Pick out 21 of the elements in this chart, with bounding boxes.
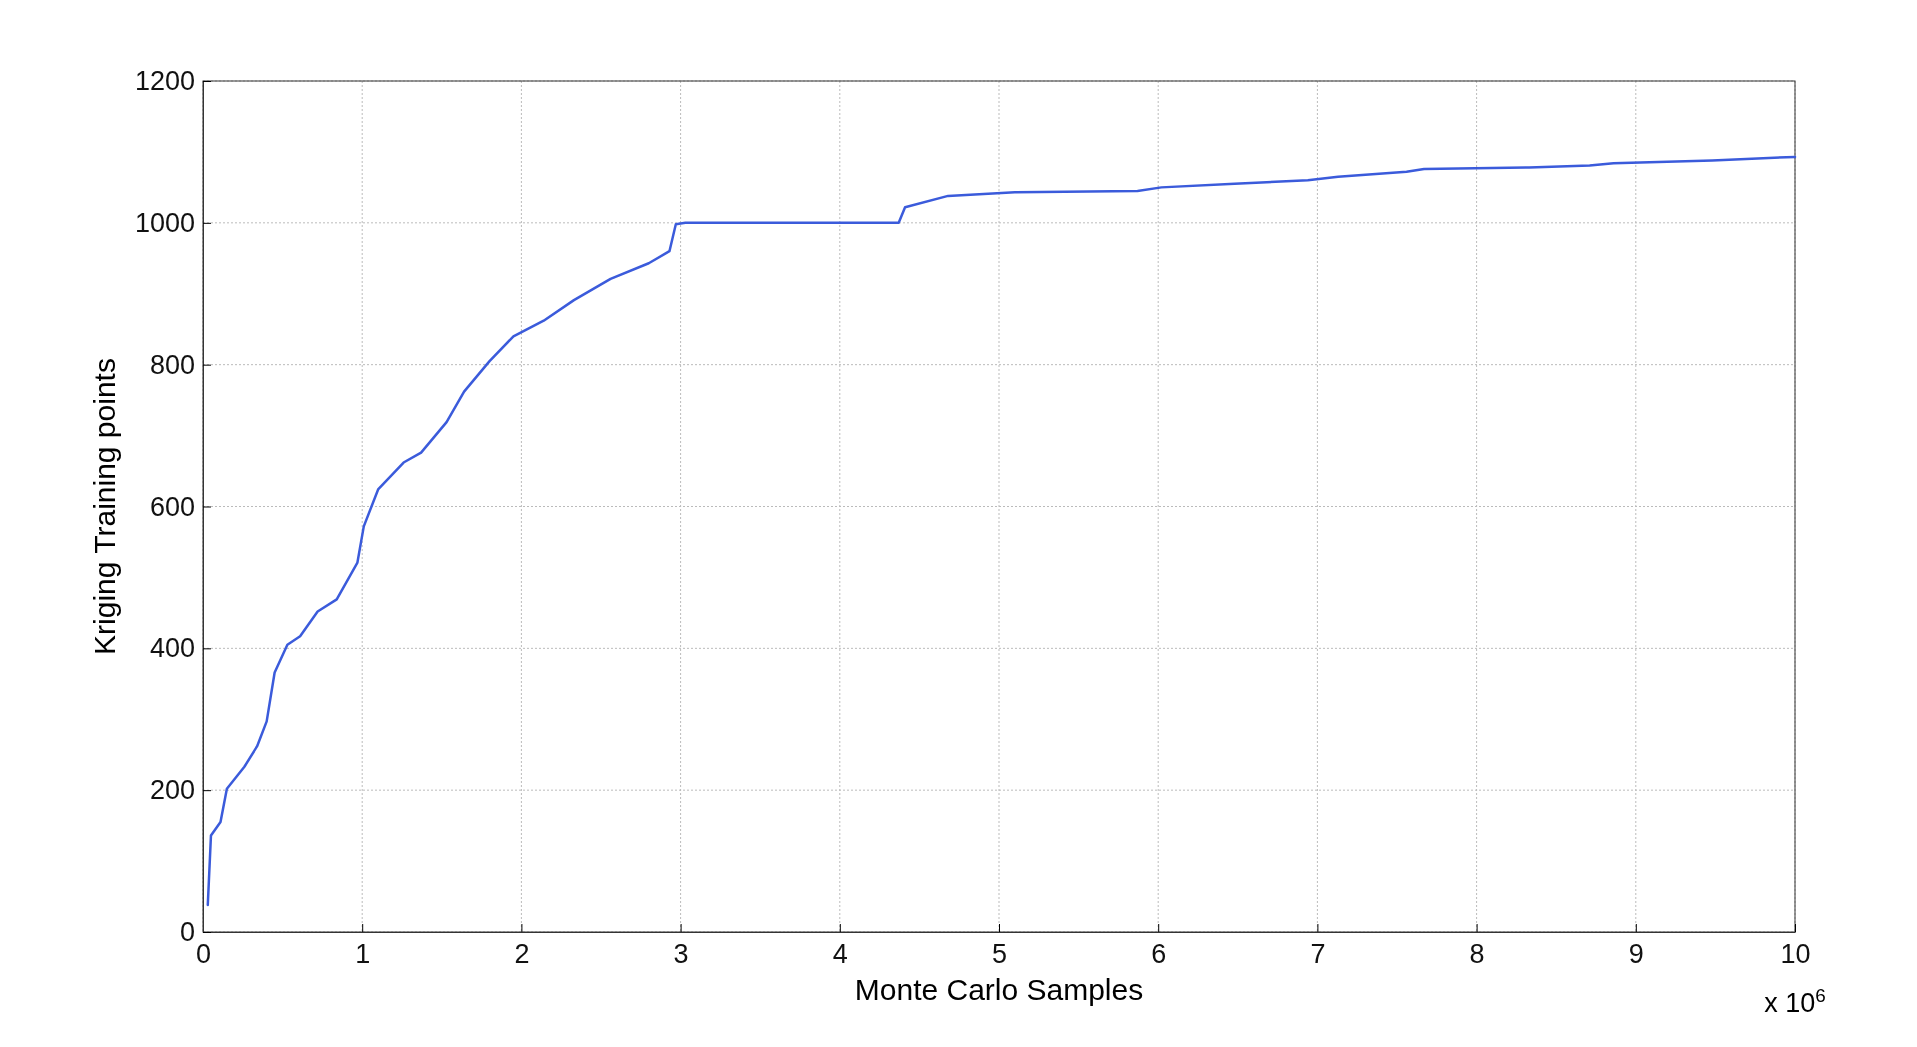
- x-tick-label: 7: [1310, 939, 1326, 970]
- y-tick-label: 1200: [134, 66, 195, 97]
- x-tick-label: 9: [1628, 939, 1644, 970]
- x-tick-label: 3: [673, 939, 689, 970]
- text: x 10$^{6}$: [1764, 984, 1826, 1018]
- y-tick-label: 1000: [134, 207, 195, 238]
- y-tick-label: 600: [149, 491, 195, 522]
- y-tick-label: 0: [179, 917, 195, 948]
- y-tick-label: 800: [149, 349, 195, 380]
- x-tick-label: 5: [991, 939, 1008, 970]
- y-tick-label: 200: [149, 775, 195, 806]
- line-series: [206, 155, 1797, 907]
- x-tick-label: 2: [514, 939, 530, 970]
- x-tick-label: 4: [832, 939, 848, 970]
- x-tick-label: 1: [355, 939, 371, 970]
- x-axis-title: Monte Carlo Samples: [854, 973, 1144, 1006]
- x-tick-label: 6: [1151, 939, 1167, 970]
- x-tick-label: 10: [1780, 939, 1811, 970]
- x-tick-label: 8: [1469, 939, 1485, 970]
- y-axis-title: Kriging Training points: [88, 358, 121, 655]
- y-tick-label: 400: [149, 633, 195, 664]
